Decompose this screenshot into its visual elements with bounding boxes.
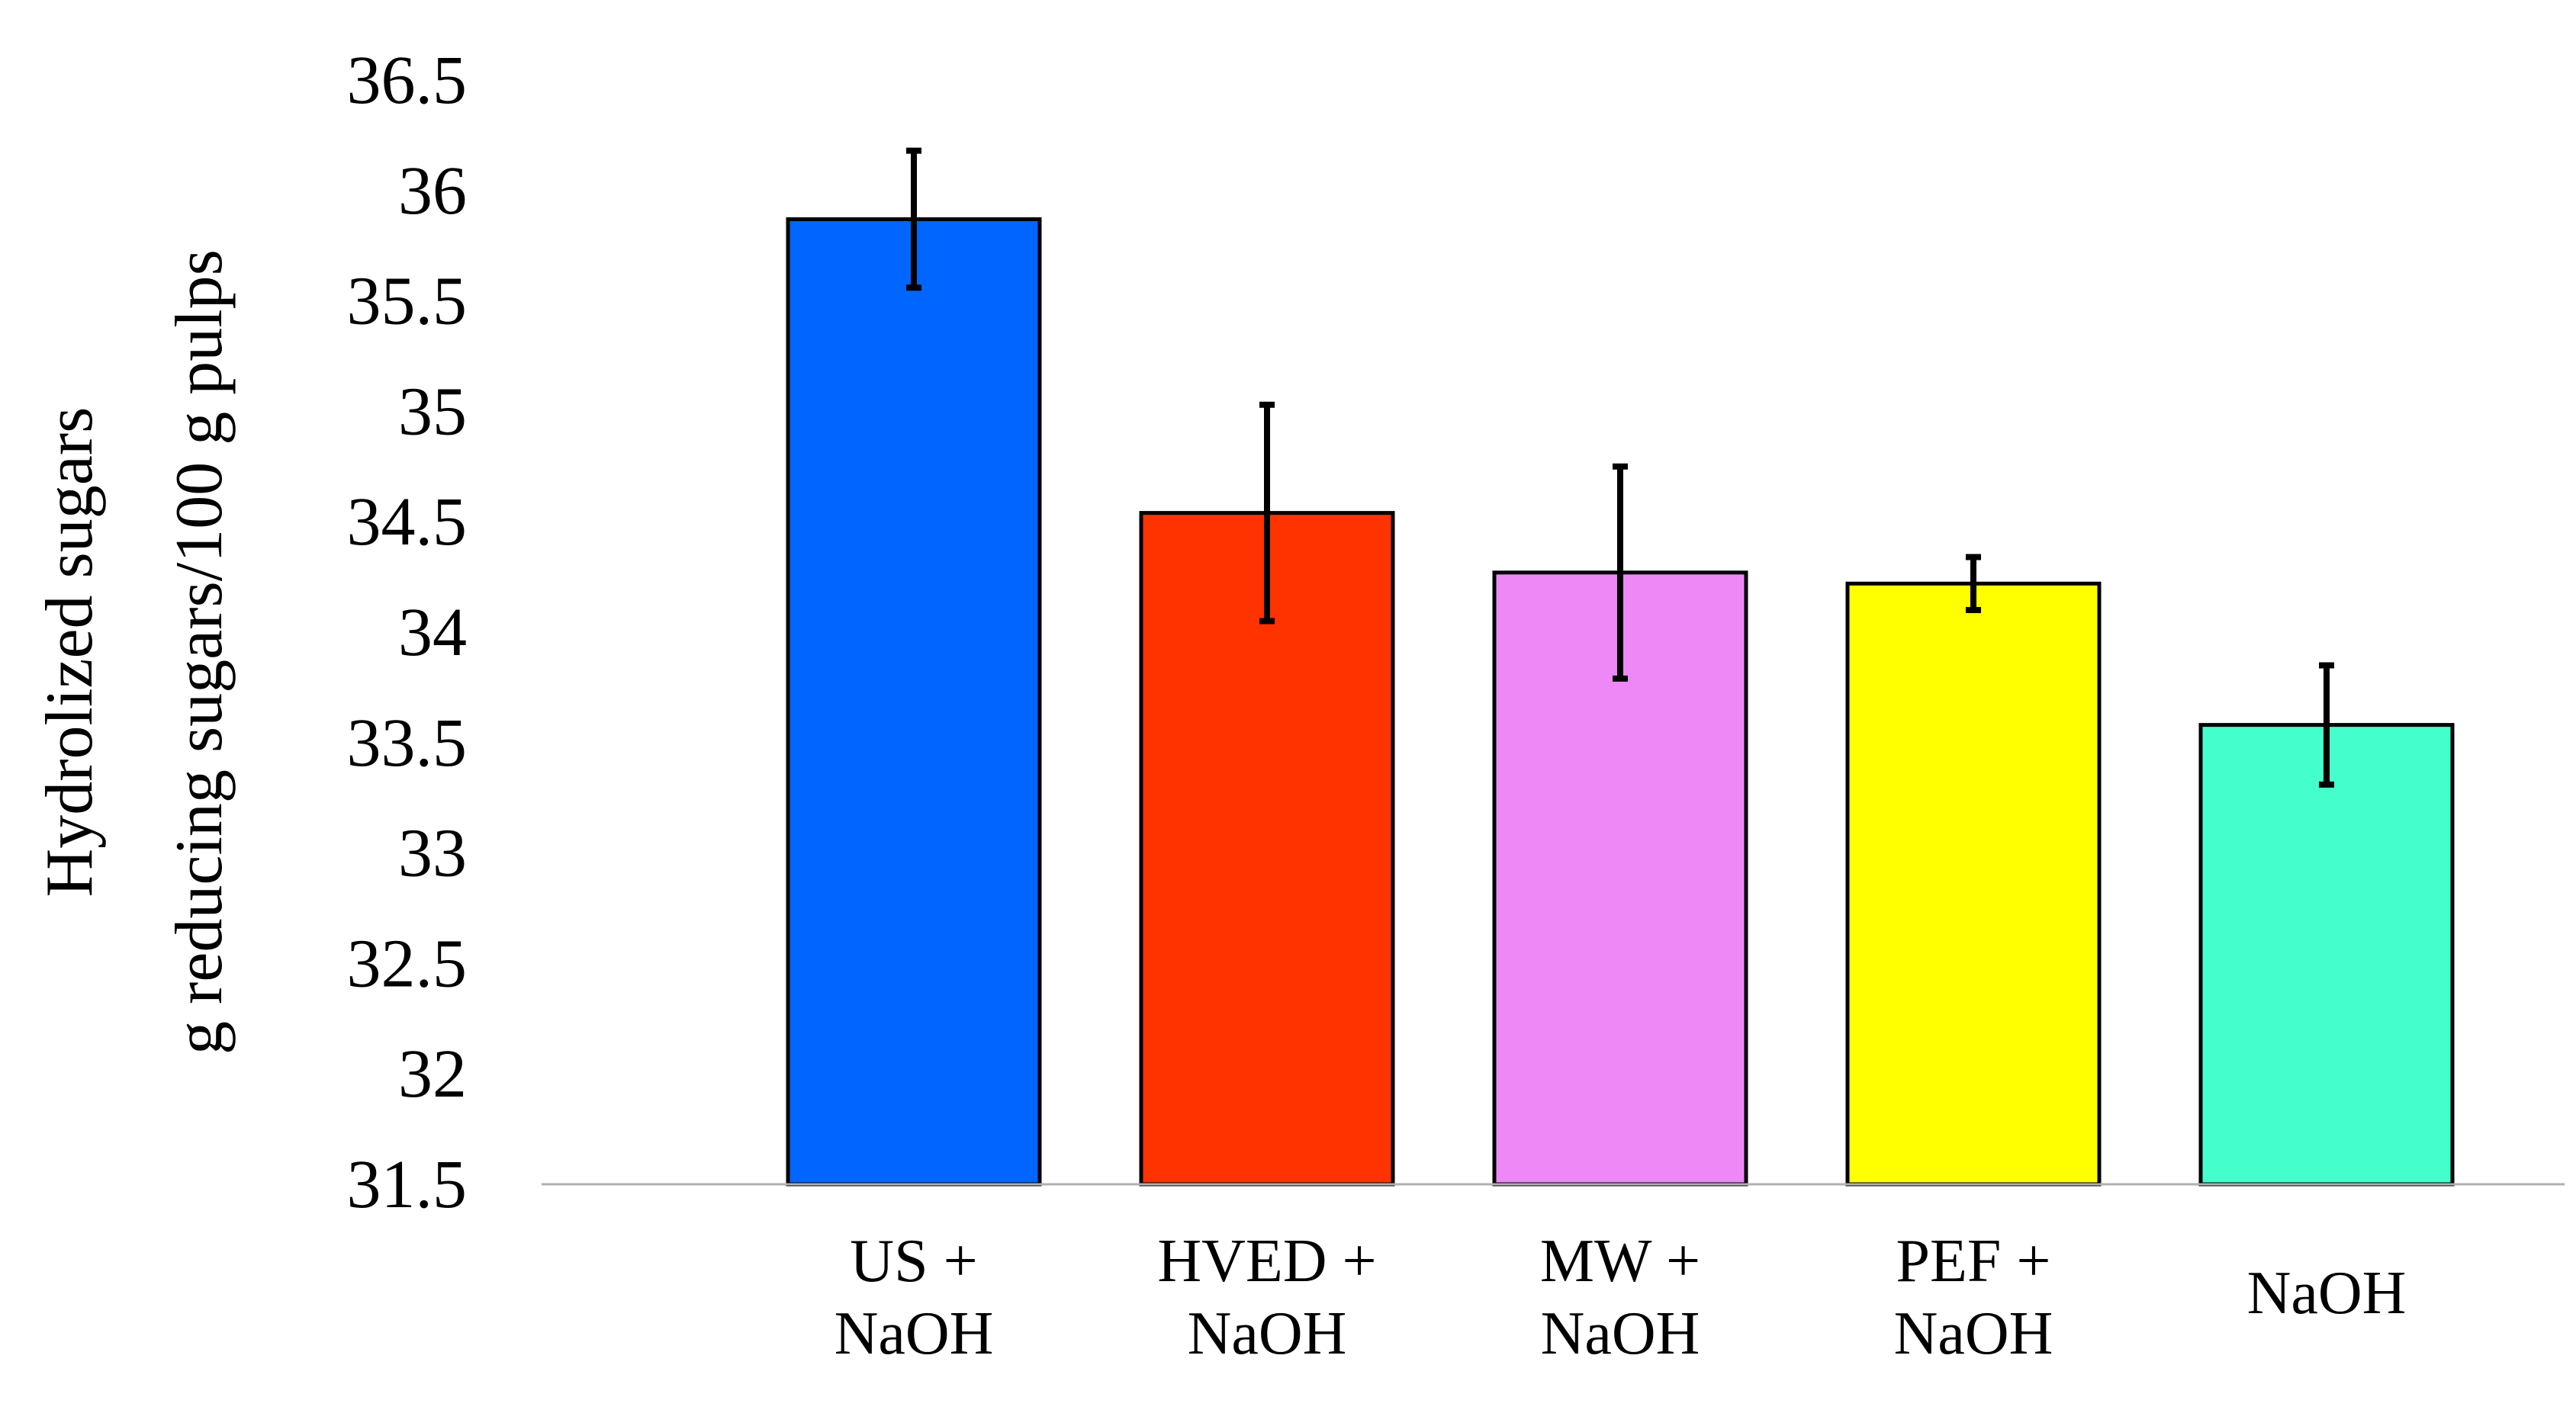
x-tick-label: MW + — [1540, 1228, 1700, 1295]
y-tick-label: 34 — [398, 595, 467, 670]
error-bar — [1613, 463, 1628, 682]
y-tick-label: 31.5 — [347, 1147, 468, 1222]
error-bars — [906, 147, 2334, 788]
x-tick-label: NaOH — [1188, 1300, 1347, 1367]
x-tick-label: NaOH — [1541, 1300, 1700, 1367]
y-tick-label: 33.5 — [347, 705, 468, 781]
y-tick-label: 36.5 — [347, 43, 468, 118]
y-axis-label-line-1: Hydrolized sugars — [33, 407, 107, 898]
y-tick-label: 34.5 — [347, 484, 468, 560]
y-tick-label: 36 — [398, 153, 467, 229]
x-tick-label: NaOH — [1894, 1300, 2053, 1367]
error-bar — [906, 147, 921, 291]
y-tick-label: 35.5 — [347, 264, 468, 339]
x-tick-label: NaOH — [835, 1300, 994, 1367]
y-axis-ticks: 31.5 32 32.5 33 33.5 34 34.5 35 35.5 36 36.5 — [347, 43, 468, 1222]
x-tick-label: US + — [850, 1228, 977, 1295]
y-tick-label: 32 — [398, 1036, 467, 1112]
y-axis-label: Hydrolized sugars g reducing sugars/100 … — [33, 249, 236, 1055]
bar — [1139, 511, 1395, 1187]
y-tick-label: 33 — [398, 816, 467, 891]
x-tick-label: NaOH — [2247, 1260, 2407, 1327]
error-bar — [1966, 554, 1981, 614]
bars — [786, 217, 2455, 1187]
error-bar — [1259, 401, 1275, 625]
error-bar — [2319, 662, 2334, 788]
y-tick-label: 35 — [398, 374, 467, 449]
bar — [786, 217, 1042, 1187]
bar — [1845, 581, 2102, 1187]
x-tick-label: PEF + — [1896, 1228, 2051, 1295]
bar — [2198, 723, 2455, 1187]
x-tick-label: HVED + — [1157, 1228, 1376, 1295]
y-tick-label: 32.5 — [347, 926, 468, 1001]
y-axis-label-line-2: g reducing sugars/100 g pulps — [162, 249, 236, 1055]
